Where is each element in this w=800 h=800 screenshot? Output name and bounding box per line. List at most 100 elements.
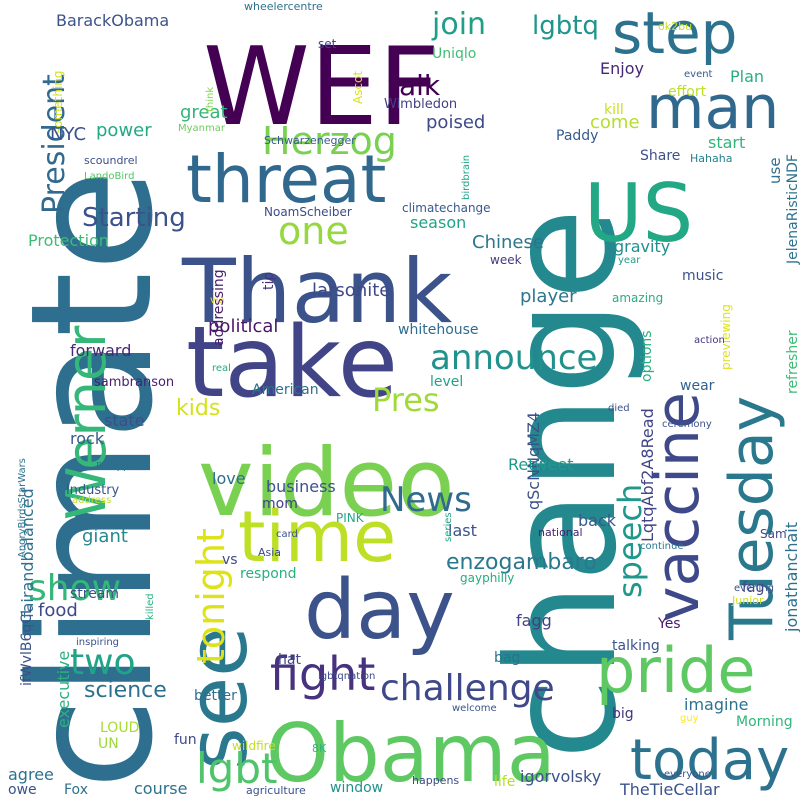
word-options: options — [639, 330, 655, 382]
word-vs: vs — [222, 551, 238, 568]
word-step: step — [612, 0, 738, 67]
word-chinese: Chinese — [472, 231, 544, 253]
word-card: card — [276, 529, 298, 540]
word-happens: happens — [412, 774, 460, 788]
word-business: business — [266, 477, 336, 497]
word-everyone: everyone — [664, 769, 711, 780]
word-announce: announce — [430, 337, 598, 378]
word-igorvolsky: igorvolsky — [520, 767, 602, 787]
word-poised: poised — [426, 111, 486, 133]
word-continue: continue — [640, 541, 684, 552]
word-fairandbalanced: fairandbalanced — [18, 488, 37, 618]
word-giant: giant — [82, 525, 128, 547]
word-bag: bag — [494, 649, 521, 666]
word-wheelercentre: wheelercentre — [244, 0, 323, 14]
word-fight: fight — [270, 647, 376, 702]
word-guy: guy — [680, 713, 699, 724]
word-wef: WEF — [203, 24, 441, 150]
word-take: take — [186, 305, 399, 420]
word-paddy: Paddy — [556, 127, 599, 144]
word-science: science — [84, 678, 167, 704]
word-wimbledon: Wimbledon — [384, 96, 458, 112]
word-schwarzenegger: Schwarzenegger — [264, 134, 356, 148]
word-talk: talk — [388, 68, 441, 102]
word-year: year — [618, 255, 641, 266]
word-gayphilly: gayphilly — [460, 571, 515, 586]
word-talking: talking — [612, 637, 660, 654]
word-amazing: amazing — [612, 291, 664, 306]
word-food: food — [38, 599, 78, 621]
word-threat: threat — [186, 141, 387, 219]
word-sambranson: sambranson — [94, 374, 175, 390]
word-junior: Junior — [732, 594, 764, 608]
word-address: address — [72, 495, 112, 506]
word-power: power — [96, 119, 152, 141]
word-whitehouse: whitehouse — [398, 321, 479, 338]
word-set: set — [318, 37, 337, 52]
word-thank: Thank — [182, 239, 453, 343]
word-obama: Obama — [266, 707, 556, 800]
word-killed: killed — [145, 593, 156, 620]
word-join: join — [432, 7, 487, 42]
word-week: week — [490, 253, 522, 268]
word-effort: effort — [668, 83, 707, 100]
word-national: national — [538, 526, 583, 540]
word-protection: Protection — [28, 231, 109, 251]
word-plan: Plan — [730, 67, 765, 87]
word-fagg: fagg — [516, 611, 552, 631]
word-fun: fun — [174, 731, 197, 748]
word-stream: stream — [70, 585, 120, 602]
word-share: Share — [640, 147, 681, 164]
word-asia: Asia — [258, 546, 282, 560]
word-music: music — [682, 267, 724, 284]
word-series: series — [443, 512, 454, 542]
word-wear: wear — [680, 377, 715, 394]
word-industry: industry — [66, 482, 120, 498]
word-think: think — [205, 86, 216, 112]
word-real: real — [212, 363, 231, 374]
word-tip: tip — [261, 271, 277, 290]
word-morning: Morning — [736, 713, 793, 730]
word-american: American — [252, 381, 319, 398]
word-evening: evening — [734, 583, 775, 594]
word-barackobama: BarackObama — [56, 11, 170, 31]
word-starting: Starting — [82, 203, 186, 234]
word-ok2bu: ok2bu — [658, 20, 693, 34]
word-agree: agree — [8, 765, 54, 785]
word-fag: fag — [742, 579, 765, 596]
word-climatechange: climatechange — [402, 201, 491, 216]
word-scoundrel: scoundrel — [84, 154, 138, 168]
word-season: season — [410, 213, 467, 233]
word-sam: Sam — [760, 527, 787, 542]
word-us: US — [584, 167, 694, 260]
word-today: today — [630, 728, 790, 794]
word-kids: kids — [176, 396, 221, 422]
word-back: back — [578, 511, 617, 531]
word-come: come — [590, 111, 640, 133]
word-pres: Pres — [372, 381, 440, 420]
word-ifwvlb6qcl: ifWvlB6qCL — [19, 606, 35, 686]
word-window: window — [330, 779, 384, 796]
word-lgbt: lgbt — [196, 744, 278, 794]
word-course: course — [134, 779, 188, 799]
word-player: player — [520, 285, 577, 307]
word-larsonite: larsonite — [312, 279, 391, 301]
word-pink: PINK — [336, 511, 364, 526]
word-ascot: Ascot — [351, 70, 365, 104]
word-better: better — [194, 687, 237, 704]
word-executive: executive — [54, 650, 73, 728]
word-gravity: gravity — [614, 237, 671, 257]
word-noamscheiber: NoamScheiber — [264, 205, 352, 220]
word-use: use — [766, 157, 784, 184]
word-mom: mom — [262, 495, 298, 512]
word-hat: hat — [278, 651, 301, 668]
word-retweet: Retweet — [508, 455, 574, 475]
word-big: big — [612, 705, 634, 722]
word-uniqlo: Uniqlo — [432, 45, 477, 62]
word-herzog: Herzog — [262, 118, 397, 163]
word-8k: 8K — [312, 742, 327, 756]
word-fox: Fox — [64, 781, 88, 798]
word-show: show — [28, 568, 122, 610]
word-level: level — [430, 373, 464, 390]
word-un: UN — [98, 735, 119, 752]
